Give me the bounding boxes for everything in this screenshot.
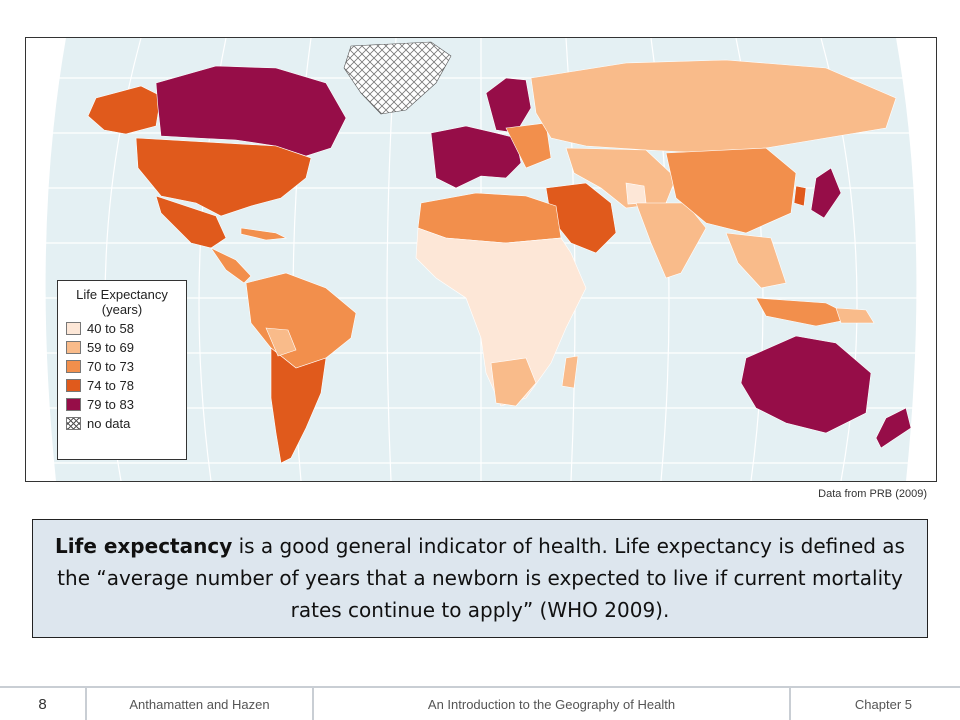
world-map: Life Expectancy (years) 40 to 58 59 to 6… (25, 37, 937, 482)
mexico (155, 195, 227, 249)
legend-item: 70 to 73 (66, 358, 178, 374)
legend-label: no data (87, 415, 131, 431)
greenland (343, 41, 452, 115)
footer-book-title: An Introduction to the Geography of Heal… (314, 688, 791, 720)
legend-swatch-hatch (66, 416, 81, 430)
central-america (210, 247, 252, 284)
slide-footer: 8 Anthamatten and Hazen An Introduction … (0, 686, 960, 720)
papua (835, 307, 875, 324)
legend-item: 74 to 78 (66, 377, 178, 393)
legend-label: 74 to 78 (87, 377, 134, 393)
legend-swatch (66, 378, 81, 392)
legend-item: 59 to 69 (66, 339, 178, 355)
legend-swatch (66, 340, 81, 354)
page-number: 8 (0, 688, 87, 720)
afghanistan (625, 182, 647, 205)
footer-authors: Anthamatten and Hazen (87, 688, 314, 720)
caribbean (240, 227, 288, 241)
western-europe (430, 125, 522, 189)
bolivia-peru (265, 327, 297, 357)
legend-label: 70 to 73 (87, 358, 134, 374)
legend-title-line1: Life Expectancy (76, 287, 168, 302)
new-zealand (875, 407, 912, 449)
definition-text: is a good general indicator of health. L… (57, 534, 905, 622)
legend-item: 40 to 58 (66, 320, 178, 336)
southeast-asia (725, 232, 787, 289)
legend-label: 59 to 69 (87, 339, 134, 355)
eastern-europe (505, 122, 552, 169)
map-legend: Life Expectancy (years) 40 to 58 59 to 6… (57, 280, 187, 460)
sub-saharan-africa (415, 227, 587, 407)
legend-label: 79 to 83 (87, 396, 134, 412)
southern-africa (490, 357, 537, 407)
legend-swatch (66, 359, 81, 373)
legend-item: 79 to 83 (66, 396, 178, 412)
source-note: Data from PRB (2009) (818, 488, 927, 500)
legend-title-line2: (years) (101, 302, 143, 317)
legend-item: no data (66, 415, 178, 431)
korea (793, 185, 807, 207)
legend-title: Life Expectancy (years) (66, 287, 178, 317)
definition-term: Life expectancy (55, 534, 233, 558)
scandinavia (485, 77, 532, 134)
alaska (87, 85, 162, 135)
japan (810, 167, 842, 219)
russia (530, 59, 897, 154)
china (665, 147, 797, 234)
footer-chapter: Chapter 5 (854, 696, 912, 712)
legend-swatch (66, 397, 81, 411)
legend-label: 40 to 58 (87, 320, 134, 336)
life-expectancy-map (26, 38, 936, 481)
south-america-south (270, 347, 327, 464)
definition-textbox: Life expectancy is a good general indica… (32, 519, 928, 638)
madagascar (561, 355, 579, 389)
australia (740, 335, 872, 434)
usa (135, 137, 312, 217)
indonesia (755, 297, 857, 327)
legend-swatch (66, 321, 81, 335)
